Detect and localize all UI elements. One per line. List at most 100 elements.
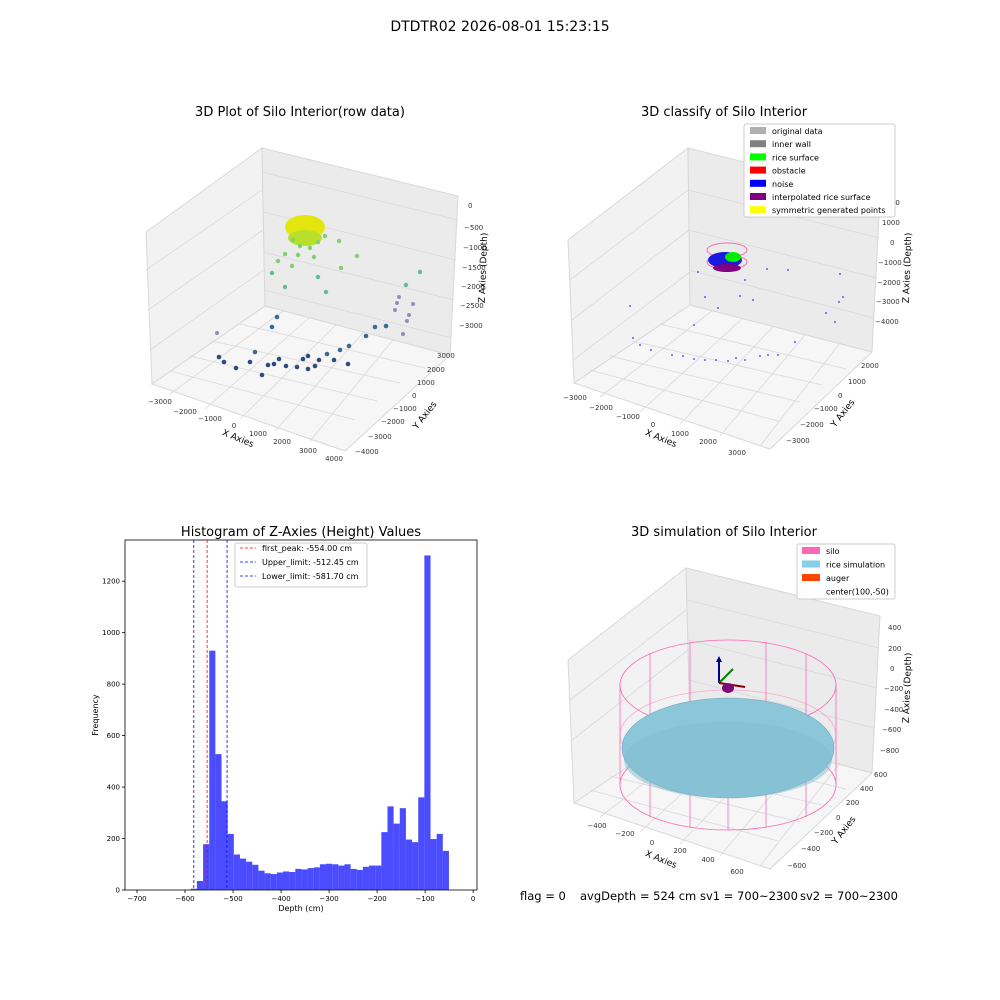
histogram-bar — [344, 864, 351, 890]
histogram-bar — [203, 844, 210, 890]
histogram-bar — [387, 806, 394, 890]
simulation-ytick: 600 — [874, 771, 887, 779]
legend-label: auger — [826, 574, 850, 583]
raw-ytick: −4000 — [355, 448, 379, 456]
histogram-vlines — [193, 540, 228, 890]
histogram-ytick-label: 400 — [107, 784, 120, 792]
histogram-bar — [227, 833, 234, 890]
classify-ztick: −2000 — [877, 279, 901, 287]
classify-ylabel: Y Axies — [829, 398, 858, 431]
histogram-bar — [301, 869, 308, 890]
raw-xtick: −3000 — [148, 398, 172, 406]
classify-ytick: 1000 — [848, 378, 866, 386]
histogram-bar — [375, 865, 382, 890]
classify-xtick: −3000 — [563, 394, 587, 402]
classify-axis-ticks: −3000 −2000 −1000 0 1000 2000 3000 2000 … — [563, 199, 902, 457]
histogram-bar — [418, 797, 425, 890]
legend-label: symmetric generated points — [772, 206, 885, 215]
simulation-panel-title: 3D simulation of Silo Interior — [631, 525, 818, 540]
simulation-xtick: −200 — [615, 830, 634, 838]
histogram-bar — [338, 865, 345, 890]
raw-ytick: −3000 — [368, 433, 392, 441]
histogram-bar — [399, 808, 406, 890]
simulation-ztick: −600 — [882, 726, 901, 734]
histogram-bar — [270, 874, 277, 890]
raw-xtick: 0 — [232, 422, 236, 430]
histogram-legend-label: first_peak: -554.00 cm — [262, 544, 352, 553]
raw-ztick: −1500 — [462, 264, 486, 272]
histogram-bars — [190, 555, 449, 890]
simulation-ylabel: Y Axies — [830, 815, 859, 848]
legend-label: obstacle — [772, 167, 806, 176]
legend-swatch — [750, 166, 766, 174]
legend-swatch — [750, 153, 766, 161]
histogram-ylabel: Frequency — [91, 694, 100, 736]
classify-legend: original data inner wall rice surface obsta… — [743, 123, 896, 218]
classify-zlabel: Z Axies (Depth) — [902, 233, 914, 304]
classify-interpolated-cluster — [713, 264, 741, 272]
simulation-ytick: −600 — [787, 862, 806, 870]
histogram-ytick-label: 1000 — [102, 629, 120, 637]
figure-suptitle: DTDTR02 2026-08-01 15:23:15 — [390, 19, 609, 35]
raw-ztick: −500 — [464, 224, 483, 232]
simulation-zlabel: Z Axies (Depth) — [902, 653, 914, 724]
classify-ytick: −2000 — [800, 421, 824, 429]
raw-ytick: 0 — [412, 392, 416, 400]
simulation-auger — [716, 656, 746, 693]
simulation-3d-panel: 3D simulation of Silo Interior — [567, 525, 914, 876]
legend-label: rice surface — [772, 153, 819, 162]
simulation-ztick: 200 — [888, 645, 901, 653]
raw-ytick: 1000 — [417, 379, 435, 387]
histogram-bar — [221, 801, 228, 890]
histogram-bar — [332, 864, 339, 890]
histogram-bar — [233, 854, 240, 890]
raw-ztick: −2500 — [460, 302, 484, 310]
histogram-bar — [424, 555, 431, 890]
raw-xtick: 3000 — [299, 447, 317, 455]
raw-ztick: −3000 — [459, 322, 483, 330]
legend-swatch — [802, 547, 820, 554]
histogram-bar — [412, 842, 419, 890]
classify-rice-surface-cluster — [725, 252, 741, 262]
histogram-xtick-label: −200 — [367, 895, 386, 903]
simulation-legend: silo rice simulation auger center(100,-50) — [796, 543, 896, 600]
histogram-bar — [393, 823, 400, 890]
simulation-axis-ticks: −400 −200 0 200 400 600 600 400 200 0 −2… — [587, 624, 903, 876]
raw-panel-title: 3D Plot of Silo Interior(row data) — [195, 105, 405, 120]
legend-label: interpolated rice surface — [772, 193, 870, 202]
classify-ztick: −4000 — [875, 318, 899, 326]
histogram-xtick-label: 0 — [471, 895, 475, 903]
legend-swatch — [802, 574, 820, 581]
raw-point-cloud — [215, 215, 423, 378]
raw-ztick: −1000 — [463, 244, 487, 252]
histogram-xtick-label: −400 — [271, 895, 290, 903]
histogram-bar — [276, 872, 283, 890]
histogram-bar — [252, 864, 259, 890]
histogram-bar — [264, 873, 271, 890]
raw-ytick: −1000 — [393, 405, 417, 413]
legend-label: silo — [826, 547, 840, 556]
classify-ztick: 1000 — [882, 219, 900, 227]
histogram-bar — [319, 864, 327, 890]
raw-axis-ticks: −3000 −2000 −1000 0 1000 2000 3000 4000 … — [148, 202, 487, 463]
histogram-panel: Histogram of Z-Axies (Height) Values −70… — [91, 525, 478, 913]
legend-swatch — [750, 140, 766, 148]
legend-label: original data — [772, 127, 823, 136]
raw-xtick: −1000 — [198, 415, 222, 423]
histogram-bar — [436, 833, 443, 890]
classify-3d-panel: 3D classify of Silo Interior — [563, 105, 914, 457]
raw-xtick: −2000 — [173, 408, 197, 416]
histogram-xlabel: Depth (cm) — [278, 904, 323, 913]
simulation-ztick: −400 — [884, 706, 903, 714]
simulation-xtick: 0 — [650, 839, 654, 847]
histogram-xtick-label: −100 — [416, 895, 435, 903]
classify-point-cloud — [629, 242, 844, 362]
simulation-xtick: 600 — [730, 868, 743, 876]
legend-swatch — [750, 206, 766, 214]
simulation-xtick: 200 — [673, 847, 686, 855]
legend-label: inner wall — [772, 140, 811, 149]
histogram-bar — [289, 871, 296, 890]
classify-xtick: 2000 — [699, 438, 717, 446]
histogram-bar — [369, 865, 376, 890]
simulation-xtick: 400 — [701, 856, 714, 864]
